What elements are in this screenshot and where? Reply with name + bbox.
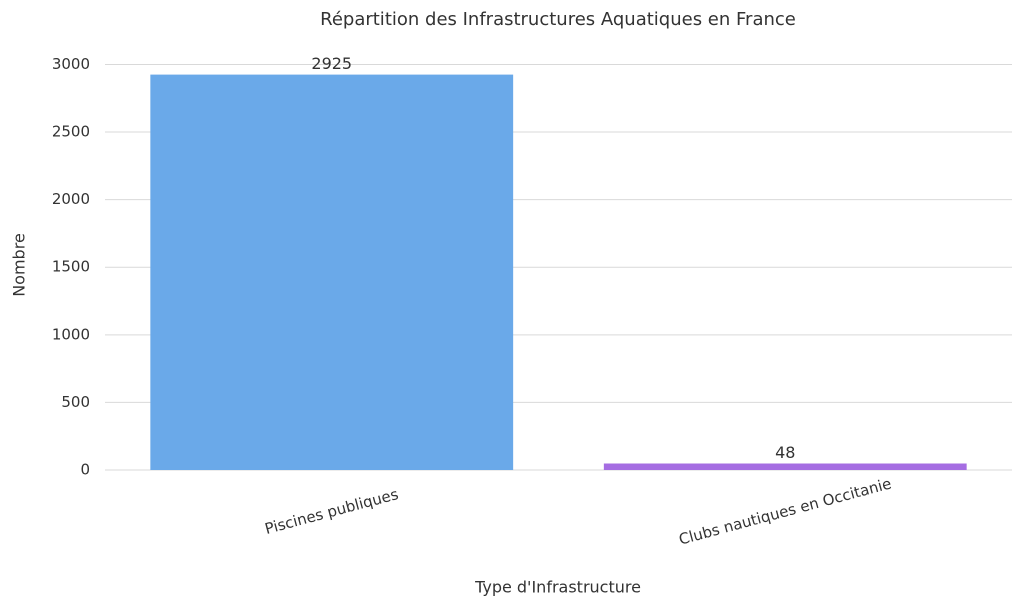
y-tick-label: 2000: [52, 190, 90, 208]
y-tick-label: 0: [80, 461, 90, 479]
x-axis-label: Type d'Infrastructure: [474, 578, 641, 597]
y-axis-label: Nombre: [10, 233, 29, 297]
y-tick-label: 500: [61, 393, 90, 411]
y-tick-label: 1000: [52, 325, 90, 343]
bar: [603, 463, 967, 470]
x-tick-label: Clubs nautiques en Occitanie: [677, 474, 893, 548]
bar: [150, 74, 514, 470]
y-tick-label: 1500: [52, 258, 90, 276]
x-tick-label: Piscines publiques: [263, 485, 401, 538]
y-tick-label: 2500: [52, 123, 90, 141]
data-label: 2925: [311, 54, 352, 73]
y-tick-label: 3000: [52, 55, 90, 73]
data-label: 48: [775, 443, 795, 462]
chart-title: Répartition des Infrastructures Aquatiqu…: [320, 9, 796, 30]
